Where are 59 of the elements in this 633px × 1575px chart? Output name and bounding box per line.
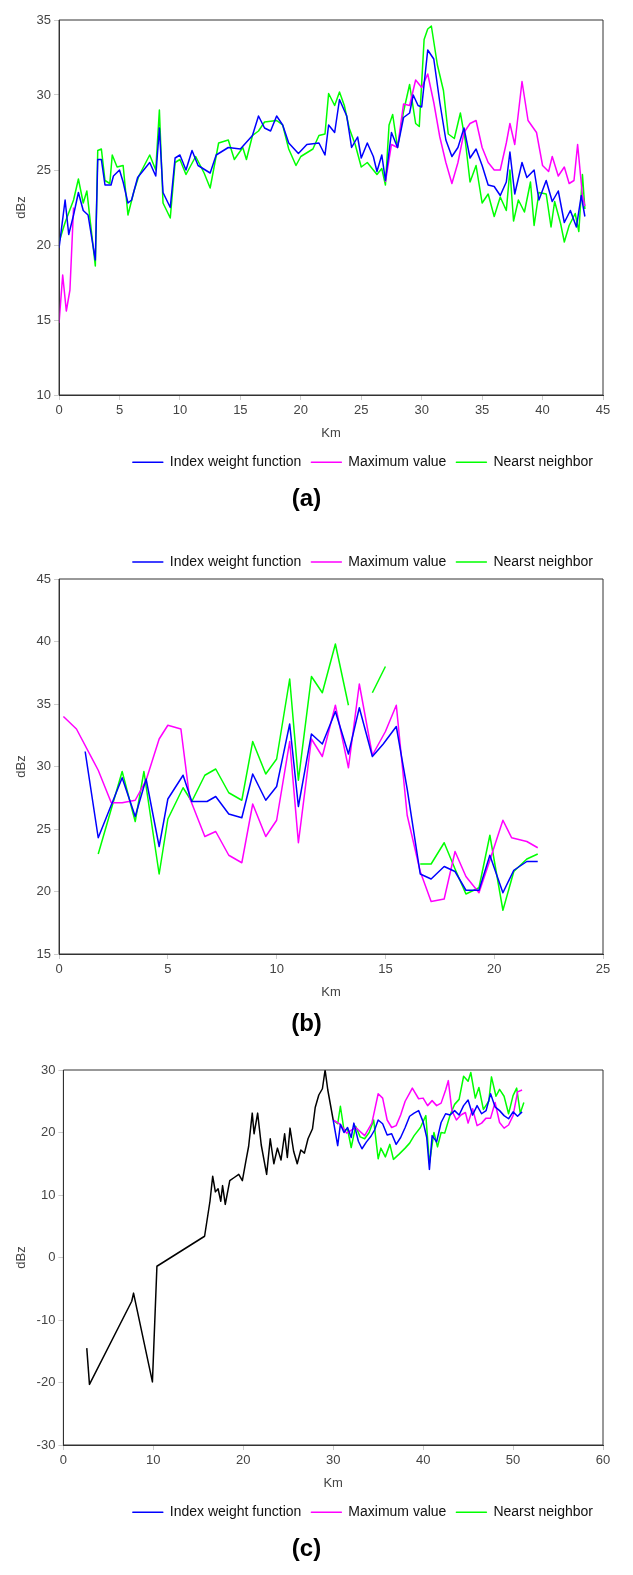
legend-label: Index weight function <box>169 1503 302 1520</box>
x-axis-title: Km <box>321 424 341 440</box>
y-tick-label: 25 <box>36 161 52 177</box>
text: (a) <box>291 484 322 512</box>
x-tick-label: 30 <box>325 1452 341 1468</box>
x-tick-label: 25 <box>595 961 611 977</box>
x-axis-title: Km <box>323 1474 343 1490</box>
y-tick-label: -10 <box>36 1311 56 1327</box>
legend-label: Maximum value <box>348 552 447 569</box>
y-axis-title: dBz <box>13 1246 29 1269</box>
y-tick-label: 35 <box>36 695 52 711</box>
x-tick-label: 15 <box>233 402 248 418</box>
y-tick-label: 20 <box>36 883 52 899</box>
x-tick-label: 10 <box>146 1452 161 1468</box>
x-tick-label: 10 <box>269 961 284 977</box>
x-tick-label: 20 <box>236 1452 251 1468</box>
x-tick-label: 0 <box>59 1452 68 1468</box>
x-tick-label: 60 <box>595 1452 611 1468</box>
x-tick-label: 40 <box>535 402 550 418</box>
legend-label: Nearst neighbor <box>493 453 594 470</box>
y-tick-label: 40 <box>36 633 52 649</box>
y-tick-label: 30 <box>36 86 52 102</box>
legend-label: Nearst neighbor <box>493 552 594 569</box>
y-tick-label: 20 <box>36 236 52 252</box>
legend-label: Nearst neighbor <box>493 1503 594 1520</box>
x-tick-label: 20 <box>293 402 309 418</box>
legend-label: Maximum value <box>348 1503 447 1520</box>
text: (c) <box>291 1534 322 1562</box>
x-tick-label: 25 <box>354 402 369 418</box>
y-tick-label: 30 <box>36 758 52 774</box>
y-axis-title: dBz <box>13 196 29 219</box>
y-tick-label: -20 <box>36 1374 56 1390</box>
y-tick-label: 10 <box>40 1186 56 1202</box>
y-tick-label: 20 <box>40 1124 56 1140</box>
y-tick-label: 30 <box>40 1061 56 1077</box>
legend-label: Index weight function <box>169 552 302 569</box>
x-tick-label: 15 <box>378 961 393 977</box>
x-tick-label: 30 <box>414 402 429 418</box>
x-tick-label: 35 <box>474 402 490 418</box>
x-tick-label: 5 <box>164 961 172 977</box>
y-tick-label: 45 <box>36 570 52 586</box>
y-tick-label: -30 <box>36 1436 56 1452</box>
y-tick-label: 35 <box>36 11 52 27</box>
text: (b) <box>291 1009 322 1037</box>
y-tick-label: 0 <box>48 1249 56 1265</box>
x-tick-label: 45 <box>595 402 611 418</box>
legend-label: Maximum value <box>348 453 447 470</box>
x-tick-label: 40 <box>415 1452 431 1468</box>
x-tick-label: 5 <box>115 402 124 418</box>
legend-label: Index weight function <box>169 453 302 470</box>
x-tick-label: 50 <box>505 1452 521 1468</box>
y-tick-label: 25 <box>36 820 52 836</box>
y-tick-label: 10 <box>36 386 52 402</box>
x-tick-label: 20 <box>486 961 502 977</box>
y-tick-label: 15 <box>36 311 52 327</box>
x-tick-label: 10 <box>172 402 188 418</box>
y-tick-label: 15 <box>36 945 52 961</box>
y-axis-title: dBz <box>13 755 29 778</box>
x-axis-title: Km <box>321 983 341 999</box>
